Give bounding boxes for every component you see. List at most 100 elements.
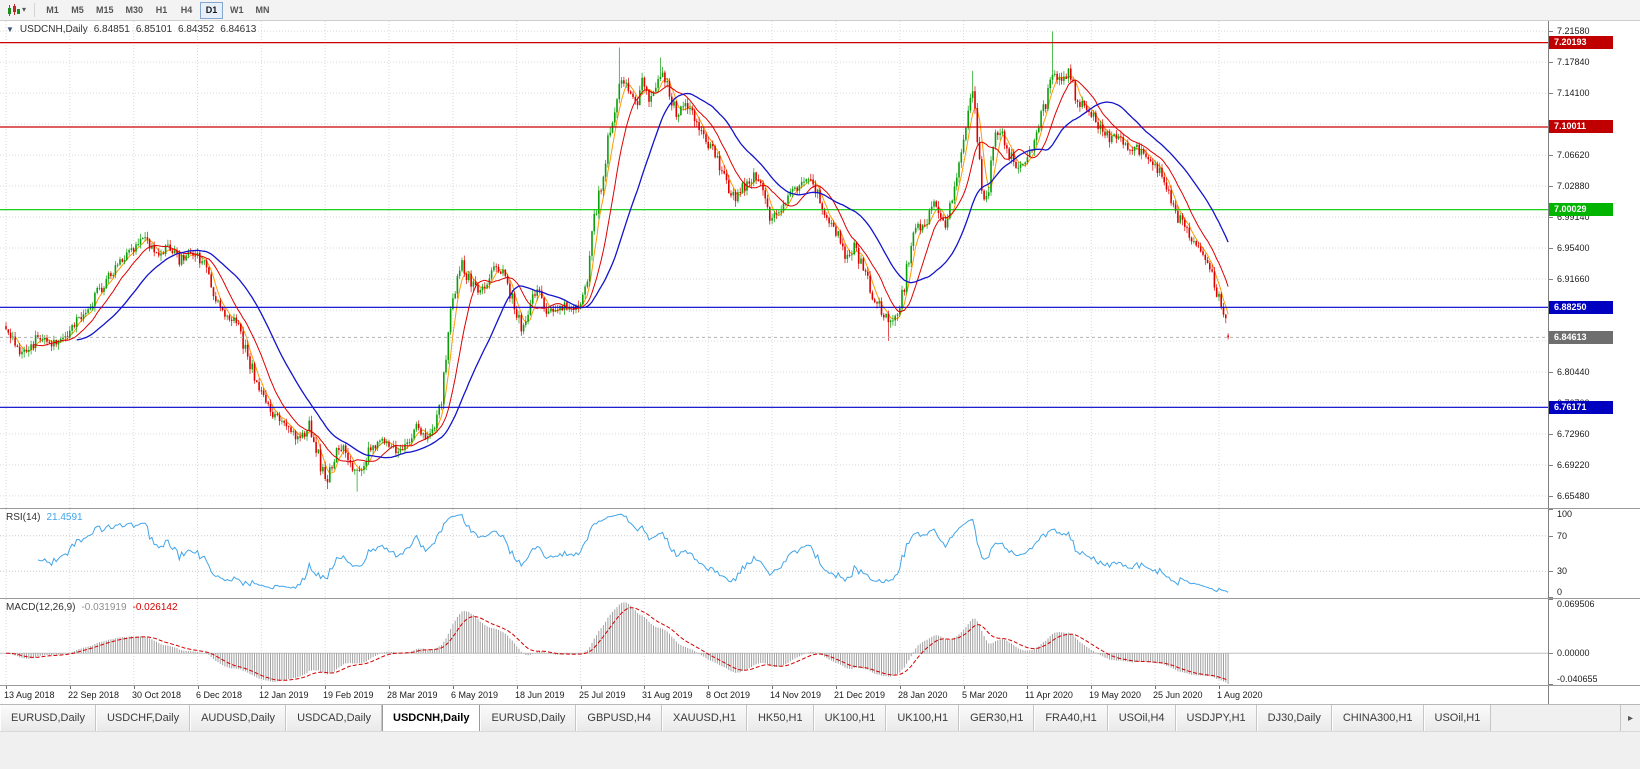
indicator-tick-label: 0.00000 — [1557, 648, 1590, 658]
timeframe-button-m15[interactable]: M15 — [96, 4, 114, 15]
macd-axis: 0.069506 0.00000 -0.040655 — [1549, 599, 1640, 685]
panel-splitter[interactable] — [0, 598, 1640, 599]
price-tick-label: 6.65480 — [1557, 491, 1590, 501]
date-tick-mark — [1155, 686, 1156, 689]
timeframe-button-m30[interactable]: M30 — [125, 4, 144, 15]
chart-tab-uk100-h1[interactable]: UK100,H1 — [886, 705, 960, 731]
price-tick-label: 7.14100 — [1557, 88, 1590, 98]
rsi-label: RSI(14) 21.4591 — [6, 512, 83, 523]
price-badge-support-2: 6.76171 — [1549, 401, 1613, 414]
chart-tab-usoil-h4[interactable]: USOil,H4 — [1107, 705, 1176, 731]
ohlc-close: 6.84613 — [220, 24, 257, 35]
price-tick-mark — [1549, 62, 1553, 63]
date-tick-label: 11 Apr 2020 — [1025, 690, 1073, 700]
price-badge-support-1: 6.88250 — [1549, 301, 1613, 314]
date-tick-mark — [134, 686, 135, 689]
chart-tab-fra40-h1[interactable]: FRA40,H1 — [1034, 705, 1108, 731]
price-tick-label: 6.80440 — [1557, 367, 1590, 377]
price-tick-label: 6.91660 — [1557, 274, 1590, 284]
date-tick-mark — [900, 686, 901, 689]
tab-scroll-right-button[interactable]: ▸ — [1620, 705, 1640, 731]
ohlc-high: 6.85101 — [135, 24, 173, 35]
date-axis: 13 Aug 2018 22 Sep 2018 30 Oct 2018 6 Dec 2… — [0, 686, 1548, 704]
price-tick-label: 7.06620 — [1557, 150, 1590, 160]
date-tick-label: 25 Jun 2020 — [1153, 690, 1203, 700]
date-tick-label: 31 Aug 2019 — [642, 690, 693, 700]
chart-tab-uk100-h1[interactable]: UK100,H1 — [813, 705, 887, 731]
price-tick-label: 6.99140 — [1557, 212, 1590, 222]
timeframe-button-m1[interactable]: M1 — [46, 4, 59, 15]
price-tick-label: 7.02880 — [1557, 181, 1590, 191]
macd-label: MACD(12,26,9) -0.031919 -0.026142 — [6, 602, 178, 613]
date-tick-mark — [836, 686, 837, 689]
indicator-tick-label: 30 — [1557, 566, 1568, 576]
chart-tab-dj30-daily[interactable]: DJ30,Daily — [1256, 705, 1332, 731]
macd-signal-value: -0.026142 — [132, 602, 178, 613]
price-badge-resistance-1: 7.20193 — [1549, 36, 1613, 49]
date-tick-label: 30 Oct 2018 — [132, 690, 182, 700]
chart-tab-gbpusd-h4[interactable]: GBPUSD,H4 — [576, 705, 662, 731]
collapse-arrow-icon[interactable]: ▼ — [6, 25, 14, 34]
tabs-container: EURUSD,Daily USDCHF,Daily AUDUSD,Daily USDC… — [0, 705, 1492, 731]
price-tick-mark — [1549, 465, 1553, 466]
date-tick-label: 18 Jun 2019 — [515, 690, 565, 700]
price-tick-mark — [1549, 31, 1553, 32]
indicator-tick-label: 0 — [1557, 587, 1563, 597]
timeframe-button-m5[interactable]: M5 — [71, 4, 84, 15]
main-chart-canvas[interactable] — [0, 21, 1548, 508]
timeframe-button-d1[interactable]: D1 — [200, 1, 224, 19]
chart-tab-china300-h1[interactable]: CHINA300,H1 — [1331, 705, 1424, 731]
price-tick-label: 6.72960 — [1557, 429, 1590, 439]
date-tick-mark — [261, 686, 262, 689]
chart-tab-ger30-h1[interactable]: GER30,H1 — [959, 705, 1035, 731]
indicator-tick-mark — [1549, 599, 1553, 600]
date-tick-mark — [1027, 686, 1028, 689]
chart-tab-usoil-h1[interactable]: USOil,H1 — [1423, 705, 1492, 731]
date-tick-mark — [453, 686, 454, 689]
date-tick-label: 1 Aug 2020 — [1217, 690, 1263, 700]
date-tick-label: 5 Mar 2020 — [962, 690, 1008, 700]
indicator-tick-label: 70 — [1557, 531, 1568, 541]
price-badge-pivot: 7.00029 — [1549, 203, 1613, 216]
candlestick-chart-icon — [8, 3, 20, 16]
date-tick-label: 6 May 2019 — [451, 690, 499, 700]
chevron-down-icon: ▾ — [22, 5, 27, 14]
price-tick-mark — [1549, 372, 1553, 373]
chart-type-button[interactable]: ▾ — [4, 2, 29, 19]
indicator-tick-label: 0.069506 — [1557, 599, 1595, 609]
chart-tab-usdchf-daily[interactable]: USDCHF,Daily — [95, 705, 191, 731]
chart-tab-eurusd-daily[interactable]: EURUSD,Daily — [480, 705, 577, 731]
macd-canvas[interactable] — [0, 599, 1548, 685]
date-tick-mark — [389, 686, 390, 689]
date-tick-mark — [964, 686, 965, 689]
rsi-axis: 100 70 30 0 — [1549, 509, 1640, 598]
indicator-tick-mark — [1549, 597, 1553, 598]
date-tick-label: 25 Jul 2019 — [579, 690, 626, 700]
timeframe-button-h1[interactable]: H1 — [155, 4, 168, 15]
date-tick-label: 19 Feb 2019 — [323, 690, 374, 700]
chart-tab-audusd-daily[interactable]: AUDUSD,Daily — [190, 705, 287, 731]
timeframe-button-w1[interactable]: W1 — [230, 4, 244, 15]
chart-tab-usdcad-daily[interactable]: USDCAD,Daily — [286, 705, 383, 731]
price-tick-mark — [1549, 155, 1553, 156]
price-tick-mark — [1549, 248, 1553, 249]
timeframe-button-mn[interactable]: MN — [255, 4, 270, 15]
chart-symbol-label: USDCNH,Daily — [19, 24, 88, 35]
panel-splitter[interactable] — [0, 508, 1640, 509]
chart-tab-eurusd-daily[interactable]: EURUSD,Daily — [0, 705, 96, 731]
rsi-canvas[interactable] — [0, 509, 1548, 598]
chart-tab-hk50-h1[interactable]: HK50,H1 — [746, 705, 814, 731]
date-tick-label: 28 Jan 2020 — [898, 690, 948, 700]
price-tick-label: 6.69220 — [1557, 460, 1590, 470]
date-tick-mark — [1219, 686, 1220, 689]
date-tick-label: 12 Jan 2019 — [259, 690, 309, 700]
chart-tab-usdcnh-daily[interactable]: USDCNH,Daily — [382, 705, 481, 731]
indicator-tick-mark — [1549, 653, 1553, 654]
chart-tab-xauusd-h1[interactable]: XAUUSD,H1 — [661, 705, 747, 731]
timeframe-button-h4[interactable]: H4 — [180, 4, 193, 15]
macd-indicator-name: MACD(12,26,9) — [6, 602, 76, 613]
date-tick-label: 22 Sep 2018 — [68, 690, 120, 700]
panel-splitter[interactable] — [0, 685, 1640, 686]
chart-tab-usdjpy-h1[interactable]: USDJPY,H1 — [1175, 705, 1257, 731]
